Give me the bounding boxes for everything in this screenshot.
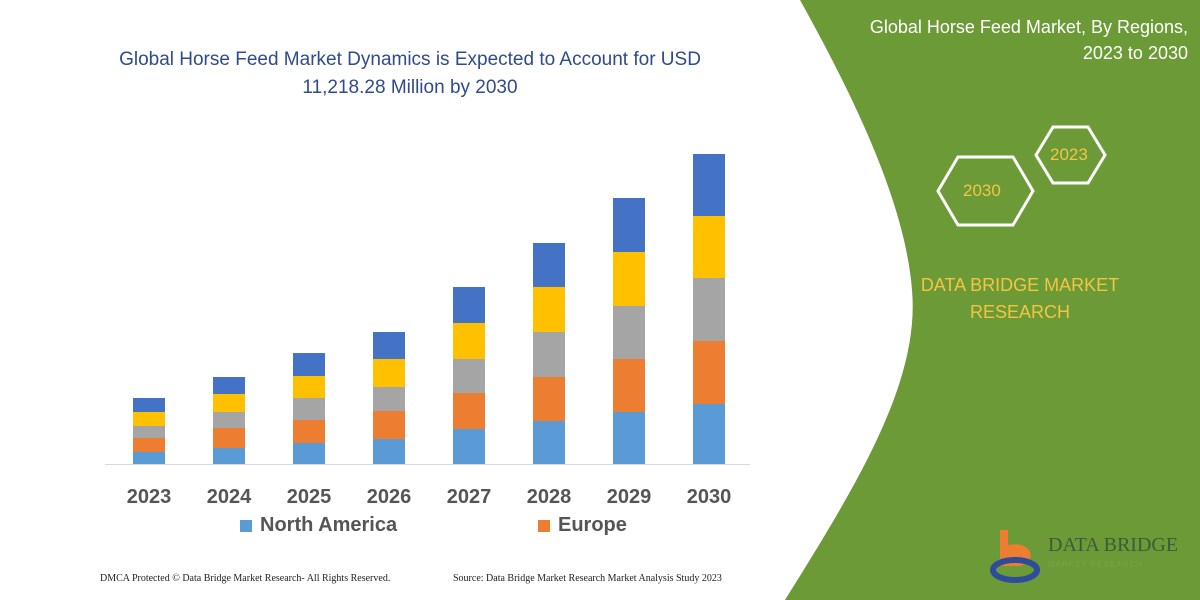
- bar-segment-2029-europe: [613, 358, 645, 412]
- x-tick-label: 2028: [527, 486, 572, 508]
- bar-segment-2027-north-america: [453, 428, 485, 464]
- brand-name: DATA BRIDGE MARKET RESEARCH: [920, 275, 1120, 322]
- bar-segment-2028-north-america: [533, 421, 565, 464]
- legend-north-america: North America: [240, 514, 397, 537]
- logo-subtext: MARKET RESEARCH: [1048, 560, 1143, 569]
- bar-segment-2026-europe: [373, 410, 405, 439]
- x-tick-label: 2023: [127, 486, 172, 508]
- bar-segment-2026-north-america: [373, 438, 405, 464]
- x-tick-label: 2029: [607, 486, 652, 508]
- bar-segment-2027-series-3: [453, 358, 485, 393]
- x-tick-label: 2026: [367, 486, 412, 508]
- bar-segment-2029-north-america: [613, 411, 645, 464]
- bar-segment-2024-series-3: [213, 411, 245, 428]
- bar-segment-2029-series-3: [613, 305, 645, 359]
- bar-segment-2023-series-3: [133, 426, 165, 438]
- bar-segment-2025-north-america: [293, 442, 325, 464]
- bar-segment-2030-series-4: [693, 215, 725, 278]
- footer-source: Source: Data Bridge Market Research Mark…: [453, 573, 722, 584]
- bar-segment-2024-series-4: [213, 394, 245, 412]
- bar-segment-2023-series-5: [133, 397, 165, 412]
- legend-swatch: [538, 519, 550, 532]
- bar-segment-2026-series-3: [373, 386, 405, 411]
- bar-segment-2027-europe: [453, 392, 485, 429]
- bar-segment-2025-europe: [293, 420, 325, 443]
- x-tick-label: 2025: [287, 486, 332, 508]
- x-tick-label: 2027: [447, 486, 492, 508]
- bar-segment-2025-series-4: [293, 376, 325, 399]
- bar-segment-2024-europe: [213, 427, 245, 449]
- chart-title: Global Horse Feed Market Dynamics is Exp…: [119, 49, 701, 98]
- panel-title: Global Horse Feed Market, By Regions, 20…: [869, 17, 1188, 63]
- bar-segment-2030-series-3: [693, 277, 725, 342]
- bar-segment-2030-series-5: [693, 153, 725, 216]
- bar-segment-2026-series-4: [373, 358, 405, 387]
- bar-segment-2025-series-3: [293, 398, 325, 421]
- hex-year-2023: 2023: [1050, 145, 1088, 164]
- bar-segment-2023-series-4: [133, 411, 165, 427]
- bar-segment-2026-series-5: [373, 331, 405, 359]
- legend-europe: Europe: [538, 514, 627, 537]
- x-tick-label: 2030: [687, 486, 732, 508]
- side-panel: [785, 0, 1200, 600]
- bar-segment-2029-series-4: [613, 251, 645, 306]
- bar-segment-2028-europe: [533, 377, 565, 422]
- bar-segment-2028-series-5: [533, 242, 565, 287]
- bar-segment-2023-north-america: [133, 452, 165, 464]
- hexagon-2023: [1034, 125, 1107, 185]
- bar-segment-2024-north-america: [213, 448, 245, 464]
- legend-swatch: [240, 519, 252, 532]
- bar-segment-2024-series-5: [213, 377, 245, 395]
- bar-segment-2030-north-america: [693, 404, 725, 464]
- bar-segment-2030-europe: [693, 341, 725, 405]
- bar-segment-2028-series-4: [533, 286, 565, 332]
- hex-year-2030: 2030: [963, 181, 1001, 200]
- bar-chart: 2023 2024 2025 2026 2027 2028 2029 2030: [105, 153, 750, 508]
- bar-segment-2029-series-5: [613, 198, 645, 252]
- hexagon-2030: [936, 155, 1035, 227]
- bar-segment-2028-series-3: [533, 331, 565, 378]
- legend-label: Europe: [558, 514, 627, 536]
- x-tick-label: 2024: [207, 486, 252, 508]
- bar-segment-2023-europe: [133, 437, 165, 453]
- bar-segment-2027-series-5: [453, 286, 485, 323]
- footer-copyright: DMCA Protected © Data Bridge Market Rese…: [100, 573, 391, 584]
- bar-segment-2025-series-5: [293, 353, 325, 377]
- logo-text: DATA BRIDGE: [1048, 534, 1179, 556]
- logo-icon: [990, 530, 1040, 583]
- legend-label: North America: [260, 514, 398, 536]
- bar-segment-2027-series-4: [453, 322, 485, 359]
